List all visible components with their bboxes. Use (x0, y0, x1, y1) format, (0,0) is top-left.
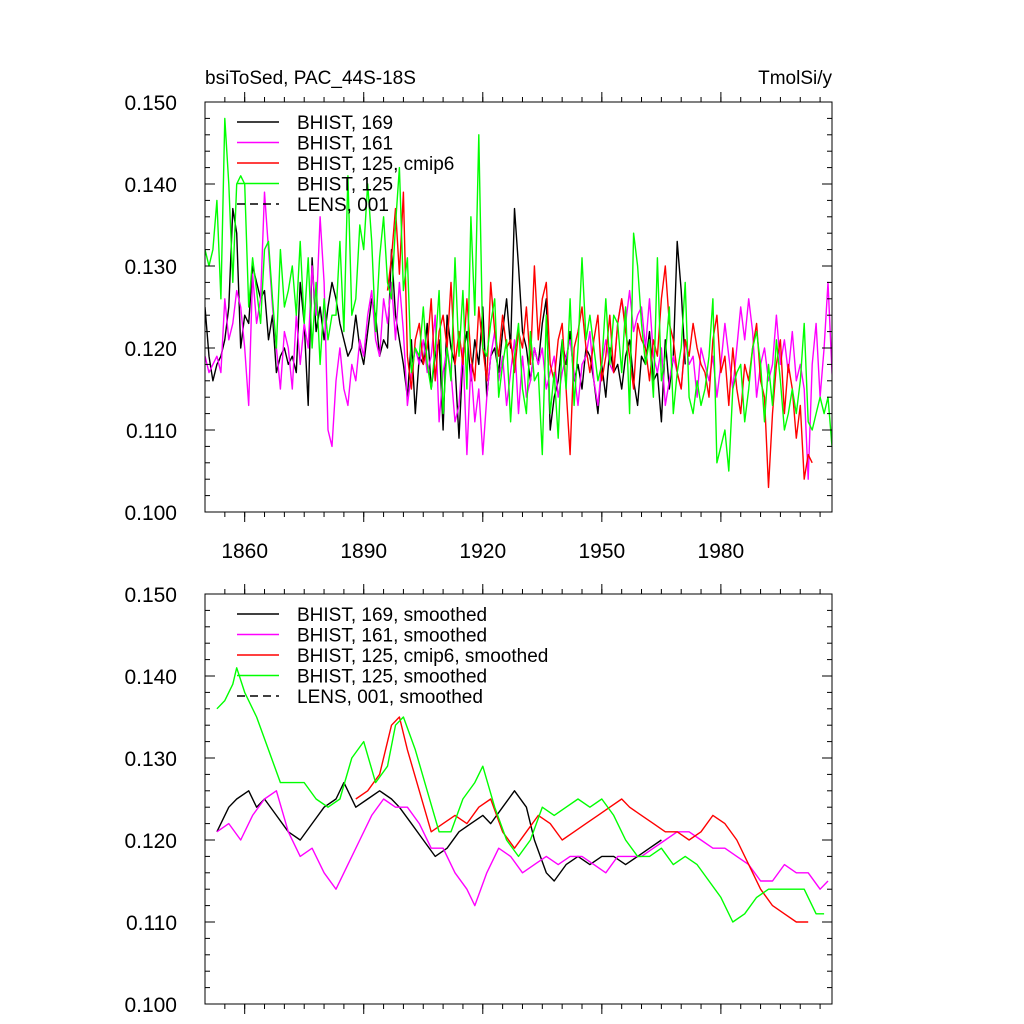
y-tick-label: 0.110 (126, 420, 177, 443)
x-tick-label: 1860 (221, 540, 268, 563)
plot-area (216, 667, 829, 923)
y-tick-label: 0.150 (124, 92, 177, 115)
legend-label: BHIST, 125 (297, 175, 393, 196)
y-tick-label: 0.150 (124, 584, 177, 607)
series-line-3 (216, 667, 825, 923)
y-tick-label: 0.120 (124, 830, 177, 853)
y-tick-label: 0.130 (124, 748, 177, 771)
series-line-2 (355, 716, 809, 923)
series-line-0 (216, 781, 662, 882)
series-line-3 (205, 117, 832, 472)
legend-label: BHIST, 125, cmip6 (297, 154, 454, 175)
series-line-2 (386, 191, 813, 489)
chart-title: bsiToSed, PAC_44S-18S (205, 68, 416, 89)
legend-label: LENS, 001, smoothed (297, 687, 483, 708)
series-line-1 (216, 790, 829, 907)
legend-label: BHIST, 169, smoothed (297, 605, 487, 626)
plot-area (205, 117, 832, 489)
y-tick-label: 0.100 (124, 502, 177, 525)
legend-label: BHIST, 169 (297, 113, 393, 134)
y-tick-label: 0.110 (126, 912, 177, 935)
x-tick-label: 1920 (459, 540, 506, 563)
x-tick-label: 1890 (340, 540, 387, 563)
units-label: TmolSi/y (758, 68, 832, 89)
series-line-1 (205, 191, 832, 480)
legend-label: BHIST, 161 (297, 134, 393, 155)
y-tick-label: 0.100 (124, 994, 177, 1017)
legend-label: BHIST, 125, smoothed (297, 667, 487, 688)
x-tick-label: 1980 (698, 540, 745, 563)
bottom-panel: 0.100 0.110 0.120 0.130 0.140 0.150 BHIST, 169… (124, 584, 833, 1017)
x-tick-label: 1950 (578, 540, 625, 563)
legend-label: LENS, 001 (297, 195, 389, 216)
top-panel: 0.100 0.110 0.120 0.130 0.140 0.150 1860 1890 19… (124, 68, 833, 563)
legend-label: BHIST, 161, smoothed (297, 626, 487, 647)
y-tick-label: 0.140 (124, 666, 177, 689)
y-tick-label: 0.120 (124, 338, 177, 361)
plot-frame (204, 593, 833, 1005)
legend-label: BHIST, 125, cmip6, smoothed (297, 646, 548, 667)
y-tick-label: 0.140 (124, 174, 177, 197)
plot-frame (204, 101, 833, 513)
y-tick-label: 0.130 (124, 256, 177, 279)
